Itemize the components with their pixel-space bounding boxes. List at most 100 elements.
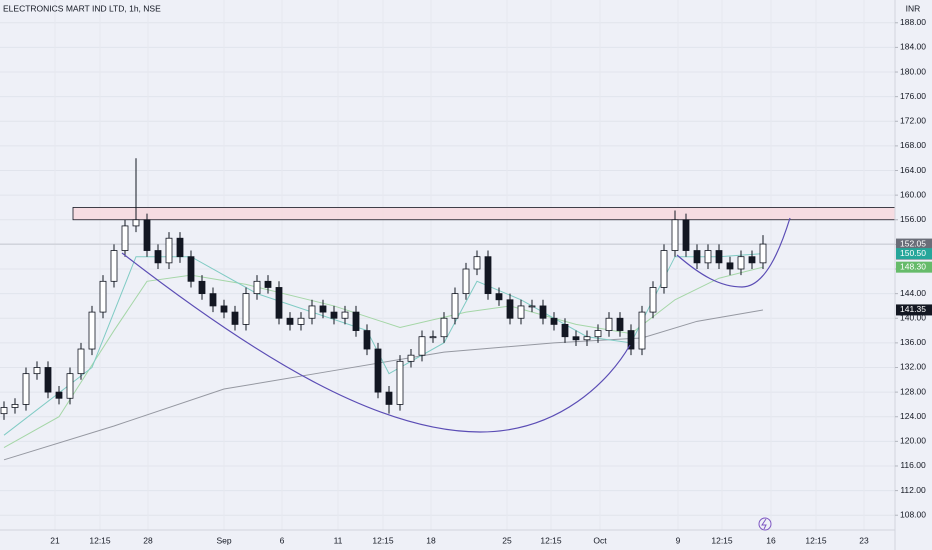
candle-body — [561, 324, 569, 338]
candle-body — [528, 305, 536, 308]
candle-body — [748, 256, 756, 264]
chart-title: ELECTRONICS MART IND LTD, 1h, NSE — [3, 3, 161, 13]
y-tick-label: 180.00 — [900, 66, 926, 76]
candle-body — [275, 287, 283, 319]
candle-body — [66, 373, 74, 399]
candle-body — [495, 293, 503, 301]
candle-body — [462, 268, 470, 295]
candle-body — [165, 237, 173, 264]
currency: INR — [906, 3, 921, 13]
candle-body — [220, 305, 228, 313]
x-tick-label: 6 — [280, 535, 285, 545]
candle-body — [396, 360, 404, 405]
candle-body — [506, 299, 514, 319]
x-tick-label: Oct — [593, 535, 607, 545]
y-tick-label: 124.00 — [900, 411, 926, 421]
y-tick-label: 188.00 — [900, 17, 926, 27]
y-tick-label: 168.00 — [900, 140, 926, 150]
candle-body — [363, 330, 371, 350]
handle-curve — [676, 217, 791, 288]
y-tick-label: 160.00 — [900, 189, 926, 199]
candle-body — [627, 330, 635, 350]
x-tick-label: 9 — [676, 535, 681, 545]
y-tick-label: 132.00 — [900, 362, 926, 372]
event-icon-bolt — [761, 518, 767, 530]
candle-body — [660, 250, 668, 288]
candle-body — [297, 317, 305, 325]
y-tick-label: 128.00 — [900, 386, 926, 396]
candle-body — [231, 311, 239, 325]
y-tick-label: 176.00 — [900, 91, 926, 101]
event-icon[interactable] — [758, 517, 772, 531]
plot — [0, 158, 896, 461]
candle-body — [121, 225, 129, 251]
resistance-zone — [72, 207, 896, 221]
candle-body — [55, 391, 63, 399]
y-tick-label: 184.00 — [900, 42, 926, 52]
candle-body — [715, 250, 723, 264]
x-tick-label: 21 — [50, 535, 60, 545]
y-tick-label: 140.00 — [900, 312, 926, 322]
y-tick-label: 112.00 — [900, 485, 926, 495]
candle-body — [418, 336, 426, 356]
y-tick-label: 108.00 — [900, 509, 926, 519]
y-tick-label: 172.00 — [900, 116, 926, 126]
price-label-box — [896, 238, 932, 250]
candle-body — [451, 293, 459, 319]
candle-body — [440, 317, 448, 338]
candle-body — [264, 280, 272, 288]
candle-body — [473, 256, 481, 270]
moving-average — [3, 266, 764, 448]
x-tick-label: 12:15 — [89, 535, 111, 545]
candle-body — [737, 256, 745, 270]
candle-body — [429, 336, 437, 339]
x-tick-label: 18 — [426, 535, 436, 545]
candle-body — [704, 250, 712, 264]
candle-body — [385, 391, 393, 405]
candle-body — [11, 404, 19, 408]
y-tick-label: 164.00 — [900, 165, 926, 175]
price-label-box — [896, 304, 932, 316]
candle-body — [242, 293, 250, 325]
y-tick-label: 116.00 — [900, 460, 926, 470]
y-tick-label: 136.00 — [900, 337, 926, 347]
x-tick-label: Sep — [216, 535, 231, 545]
candle-body — [286, 317, 294, 325]
candle-body — [693, 250, 701, 264]
candle-body — [583, 336, 591, 341]
candle-body — [143, 219, 151, 251]
price-label-box — [896, 248, 932, 260]
candle-body — [605, 317, 613, 331]
candle-body — [77, 348, 85, 375]
candle-body — [649, 287, 657, 313]
candle-body — [110, 250, 118, 282]
candle-body — [330, 311, 338, 319]
candle-body — [209, 293, 217, 307]
price-label: 148.30 — [900, 261, 926, 271]
candle-body — [132, 219, 140, 227]
x-tick-label: 12:15 — [805, 535, 827, 545]
candle-body — [572, 336, 580, 341]
candle-body — [374, 348, 382, 393]
candle-body — [33, 367, 41, 375]
price-label: 150.50 — [900, 248, 926, 258]
candle-body — [484, 256, 492, 295]
y-tick-label: 144.00 — [900, 288, 926, 298]
x-tick-label: 12:15 — [711, 535, 733, 545]
x-tick-label: 11 — [334, 535, 343, 545]
x-tick-label: 12:15 — [540, 535, 562, 545]
moving-average — [3, 253, 764, 436]
candle-body — [539, 305, 547, 319]
x-tick-label: 23 — [859, 535, 869, 545]
price-label: 152.05 — [900, 238, 926, 248]
candle-body — [0, 407, 8, 415]
candle-body — [726, 262, 734, 270]
candle-body — [319, 305, 327, 313]
cup-curve — [121, 252, 631, 433]
candle-body — [44, 367, 52, 393]
x-tick-label: 12:15 — [372, 535, 394, 545]
candle-body — [341, 311, 349, 319]
candle-body — [638, 311, 646, 350]
candle-body — [253, 280, 261, 295]
